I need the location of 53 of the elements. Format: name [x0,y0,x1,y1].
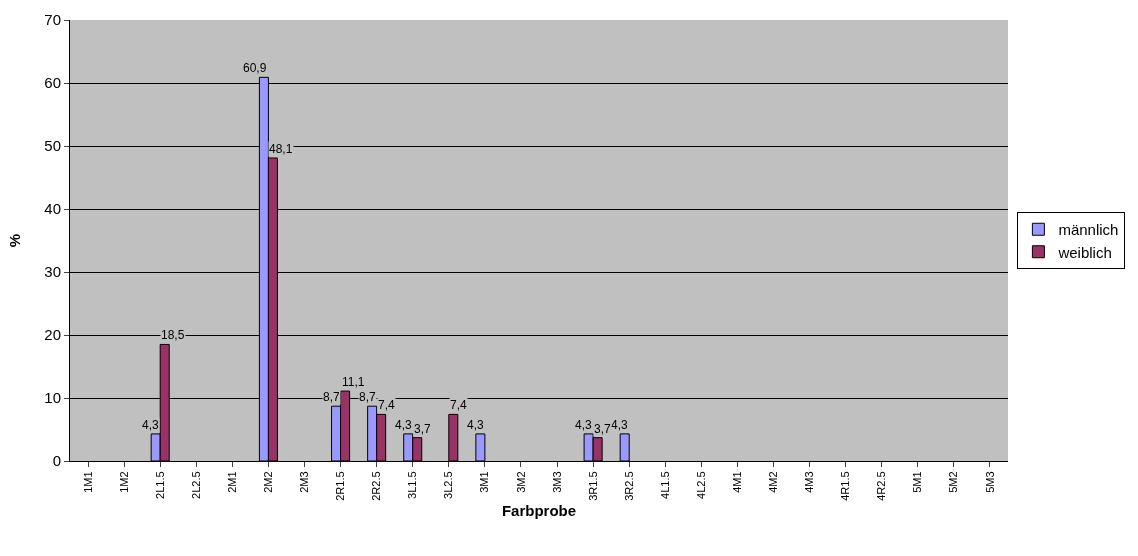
x-tick-label: 3R2.5 [622,471,635,501]
x-tick-label: 3M1 [478,471,491,493]
x-tick-label: 1M1 [81,471,94,493]
data-label: 4,3 [395,418,413,432]
data-label: 4,3 [467,418,485,432]
data-label: 4,3 [575,418,593,432]
data-label: 7,4 [378,398,396,412]
data-label: 3,7 [414,422,432,436]
data-label: 8,7 [323,390,341,404]
data-label: 8,7 [359,390,377,404]
x-tick-label: 2M3 [298,471,311,493]
y-tick-label: 0 [52,452,61,470]
x-tick-label: 3M3 [550,471,563,493]
x-tick-label: 5M2 [947,471,960,493]
data-label: 4,3 [611,418,629,432]
data-label: 7,4 [450,398,468,412]
x-tick-label: 5M3 [983,471,996,493]
y-tick-label: 40 [44,200,61,218]
x-tick-label: 4M1 [730,471,743,493]
y-tick-label: 20 [44,326,61,344]
data-label: 48,1 [269,142,293,156]
x-tick-label: 4R2.5 [875,471,888,501]
data-label: 60,9 [243,61,267,75]
x-tick-label: 3L1.5 [406,471,419,499]
x-tick-label: 4L1.5 [658,471,671,499]
x-tick-label: 4M3 [803,471,816,493]
x-tick-label: 2L1.5 [153,471,166,499]
x-tick-label: 2M1 [225,471,238,493]
legend-label: weiblich [1057,243,1112,261]
x-tick-label: 3M2 [514,471,527,493]
data-label: 18,5 [161,328,185,342]
x-tick-label: 2M2 [262,471,274,493]
x-tick-label: 3L2.5 [442,471,455,499]
y-tick-label: 10 [44,389,61,407]
x-tick-label: 4R1.5 [839,471,852,501]
x-tick-label: 2R1.5 [334,471,347,501]
x-tick-label: 3R1.5 [586,471,599,501]
x-tick-label: 1M2 [117,471,130,493]
legend-label: männlich [1058,221,1119,239]
y-tick-label: 50 [44,137,61,155]
x-axis-title: Farbprobe [501,502,577,519]
x-tick-label: 4L2.5 [694,471,707,499]
y-tick-label: 70 [44,11,61,29]
data-label: 3,7 [594,422,612,436]
x-tick-label: 5M1 [911,471,924,493]
y-tick-label: 30 [44,263,61,281]
y-tick-label: 60 [44,74,61,92]
x-tick-label: 4M2 [767,471,780,493]
x-tick-label: 2R2.5 [370,471,383,501]
data-label: 4,3 [142,418,160,432]
x-tick-label: 2L2.5 [189,471,202,499]
data-label: 11,1 [342,375,365,389]
y-axis-title: % [5,233,23,248]
